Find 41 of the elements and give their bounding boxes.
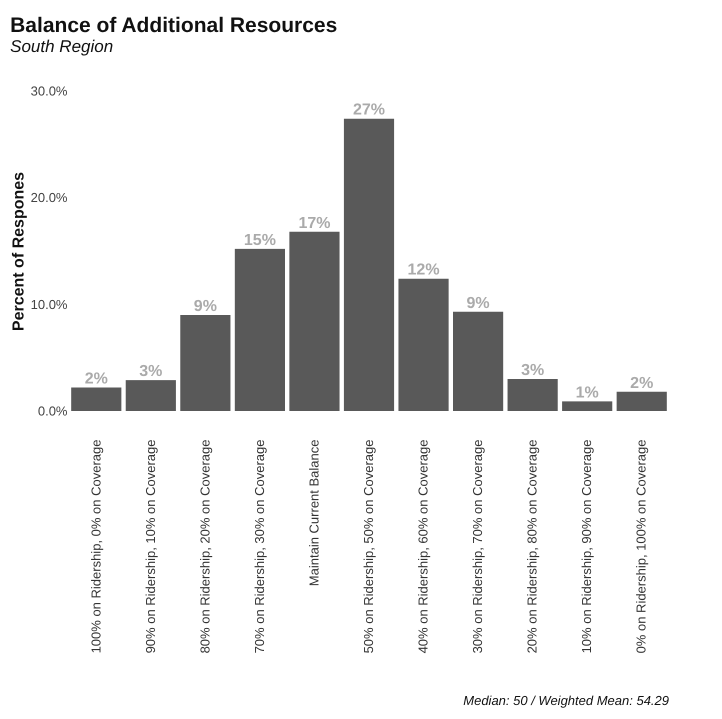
chart-subtitle: South Region — [10, 37, 114, 56]
bar — [453, 312, 504, 411]
data-label: 9% — [466, 294, 490, 312]
bar — [180, 315, 230, 411]
x-tick-label: 40% on Ridership, 60% on Coverage — [416, 440, 431, 654]
data-label: 17% — [298, 214, 330, 232]
y-tick-label: 20.0% — [30, 190, 68, 206]
data-label: 27% — [352, 102, 386, 119]
data-label: 2% — [84, 370, 108, 388]
x-tick-label: Maintain Current Balance — [306, 440, 322, 586]
bar — [126, 380, 176, 411]
data-label: 15% — [244, 232, 276, 249]
x-tick-label: 70% on Ridership, 30% on Coverage — [252, 440, 267, 654]
bar — [71, 388, 122, 411]
y-tick-label: 10.0% — [30, 296, 68, 312]
data-label: 1% — [576, 384, 599, 402]
bar — [508, 379, 558, 411]
data-label: 12% — [408, 262, 440, 279]
data-label: 9% — [194, 298, 217, 315]
x-tick-label: 10% on Ridership, 90% on Coverage — [579, 440, 594, 654]
y-axis-title: Percent of Respones — [10, 172, 28, 332]
bar — [398, 278, 449, 411]
data-label: 3% — [139, 363, 162, 380]
x-tick-label: 100% on Ridership, 0% on Coverage — [88, 440, 104, 654]
chart-title: Balance of Additional Resources — [10, 14, 338, 37]
x-tick-label: 20% on Ridership, 80% on Coverage — [524, 440, 540, 654]
bar — [234, 248, 285, 411]
bar — [562, 401, 612, 411]
bar — [289, 232, 340, 411]
bar — [344, 118, 394, 411]
x-tick-label: 30% on Ridership, 70% on Coverage — [470, 440, 486, 654]
y-tick-label: 0.0% — [38, 404, 68, 418]
data-label: 3% — [521, 362, 544, 379]
x-tick-label: 80% on Ridership, 20% on Coverage — [197, 440, 212, 654]
y-tick-label: 30.0% — [30, 84, 68, 98]
x-tick-label: 90% on Ridership, 10% on Coverage — [142, 440, 158, 654]
x-tick-label: 0% on Ridership, 100% on Coverage — [634, 440, 649, 654]
text: Median: 50 / Weighted Mean: 54.29 — [463, 693, 669, 708]
x-tick-label: 50% on Ridership, 50% on Coverage — [361, 440, 376, 654]
data-label: 2% — [630, 374, 654, 392]
bar — [616, 392, 667, 411]
